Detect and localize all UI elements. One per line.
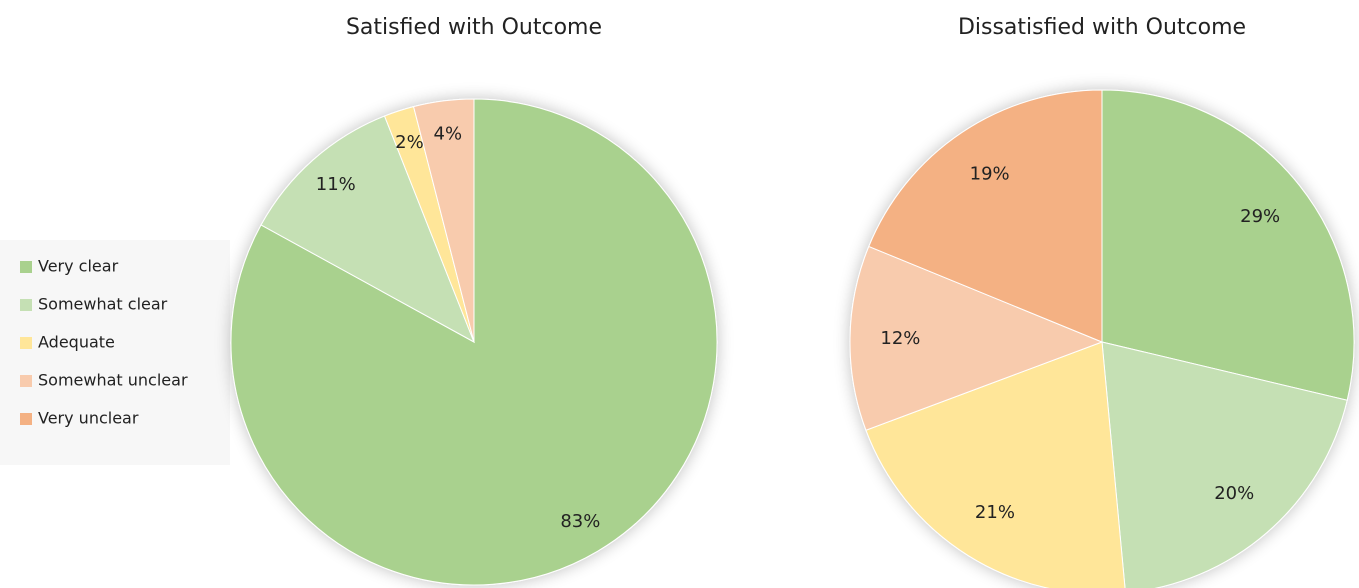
slice	[1101, 89, 1355, 401]
legend-swatch	[20, 337, 32, 349]
legend-swatch	[20, 413, 32, 425]
legend-label: Somewhat clear	[38, 295, 168, 314]
legend-label: Very unclear	[38, 409, 139, 428]
pie	[230, 98, 718, 586]
pie	[849, 89, 1355, 588]
legend-swatch	[20, 261, 32, 273]
data-label: 21%	[975, 502, 1015, 523]
data-label: 4%	[434, 124, 463, 145]
legend-label: Very clear	[38, 257, 119, 276]
legend-box	[0, 240, 230, 465]
data-label: 20%	[1214, 483, 1254, 504]
data-label: 2%	[395, 132, 424, 153]
chart-title: Dissatisfied with Outcome	[958, 15, 1246, 40]
legend-label: Somewhat unclear	[38, 371, 188, 390]
slice	[849, 245, 1104, 431]
slice	[868, 89, 1103, 343]
slice	[1101, 341, 1348, 588]
data-label: 29%	[1240, 206, 1280, 227]
legend-swatch	[20, 375, 32, 387]
slice	[865, 341, 1126, 588]
data-label: 12%	[880, 328, 920, 349]
chart-title: Satisfied with Outcome	[346, 15, 602, 40]
legend-label: Adequate	[38, 333, 115, 352]
slice	[260, 115, 475, 344]
data-label: 83%	[560, 511, 600, 532]
legend-swatch	[20, 299, 32, 311]
data-label: 11%	[316, 174, 356, 195]
data-label: 19%	[970, 164, 1010, 185]
